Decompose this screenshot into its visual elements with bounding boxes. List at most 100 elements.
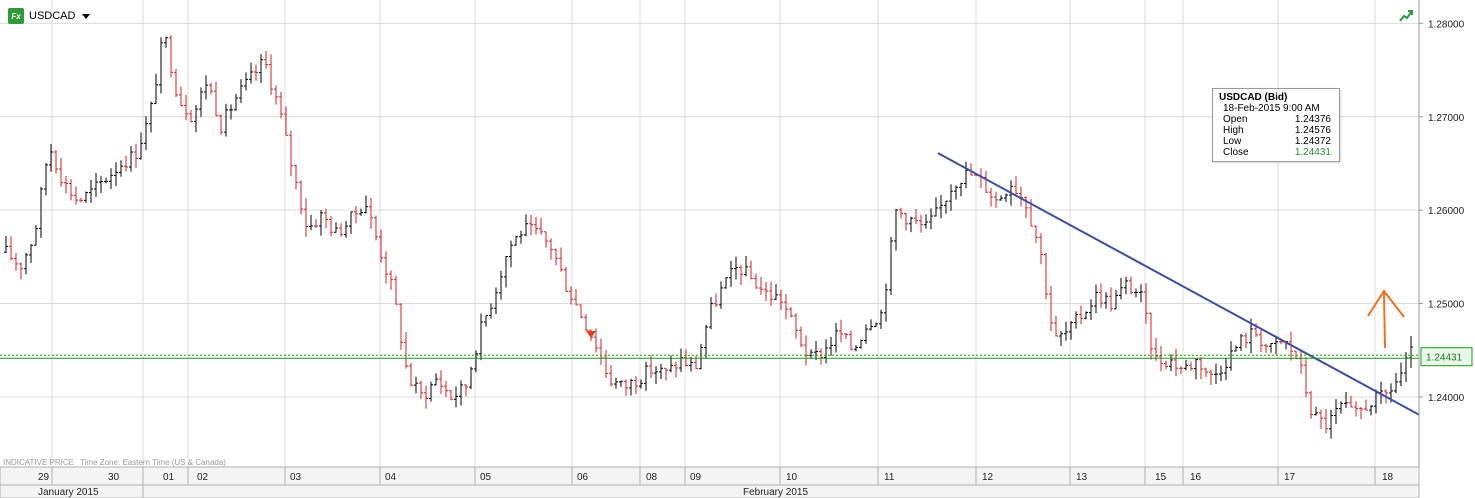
ohlc-bar — [934, 197, 938, 217]
ohlc-bar — [1319, 409, 1323, 429]
ohlc-bar — [269, 54, 273, 95]
ohlc-bar — [569, 286, 573, 305]
ohlc-bar — [559, 247, 563, 272]
ohlc-bar — [649, 355, 653, 379]
ohlc-bar — [774, 284, 778, 301]
ohlc-bar — [1184, 359, 1188, 371]
ohlc-bar — [299, 180, 303, 215]
ohlc-bar — [899, 207, 903, 219]
ohlc-bar — [384, 251, 388, 284]
y-tick-label: 1.25000 — [1428, 300, 1465, 311]
ohlc-bar — [474, 350, 478, 373]
ohlc-bar — [199, 87, 203, 117]
ohlc-bars — [4, 35, 1413, 439]
tooltip-date: 18-Feb-2015 9:00 AM — [1223, 103, 1320, 114]
x-tick-label: 16 — [1190, 472, 1202, 483]
ohlc-bar — [229, 104, 233, 120]
ohlc-bar — [1369, 405, 1373, 416]
ohlc-bar — [954, 185, 958, 200]
ohlc-bar — [714, 293, 718, 307]
ohlc-bar — [1329, 409, 1333, 439]
ohlc-bar — [1034, 225, 1038, 244]
y-tick-label: 1.24000 — [1428, 393, 1465, 404]
ohlc-bar — [1264, 343, 1268, 353]
ohlc-bar — [369, 197, 373, 229]
ohlc-bar — [919, 214, 923, 233]
x-tick-label: 29 — [38, 472, 50, 483]
ohlc-bar — [454, 386, 458, 408]
ohlc-bar — [844, 333, 848, 340]
ohlc-bar — [234, 93, 238, 111]
ohlc-bar — [9, 236, 13, 261]
ohlc-bar — [74, 186, 78, 205]
ohlc-bar — [254, 64, 258, 81]
ohlc-bar — [799, 326, 803, 348]
event-marker-icon[interactable] — [586, 331, 596, 338]
trend-up-icon[interactable] — [1398, 8, 1414, 24]
x-tick-label: 11 — [884, 472, 895, 483]
ohlc-bar — [1089, 299, 1093, 320]
ohlc-bar — [529, 214, 533, 236]
ohlc-bar — [839, 319, 843, 343]
ohlc-tooltip: USDCAD (Bid) 18-Feb-2015 9:00 AM Open 1.… — [1212, 88, 1340, 162]
ohlc-bar — [84, 191, 88, 203]
ohlc-bar — [1154, 337, 1158, 361]
tooltip-value: 1.24431 — [1294, 147, 1331, 158]
ohlc-bar — [534, 216, 538, 235]
chevron-down-icon[interactable] — [82, 13, 91, 19]
ohlc-bar — [124, 155, 128, 172]
ohlc-bar — [574, 289, 578, 306]
x-tick-label: 03 — [290, 472, 302, 483]
x-tick-label: 06 — [577, 472, 589, 483]
ohlc-bar — [549, 238, 553, 260]
ohlc-bar — [564, 266, 568, 292]
ohlc-bar — [779, 289, 783, 311]
x-tick-label: 01 — [163, 472, 175, 483]
ohlc-bar — [719, 281, 723, 309]
ohlc-bar — [444, 380, 448, 397]
ohlc-bar — [354, 206, 358, 224]
ohlc-bar — [994, 191, 998, 208]
ohlc-bar — [419, 380, 423, 399]
ohlc-bar — [1064, 321, 1068, 341]
ohlc-bar — [764, 282, 768, 302]
ohlc-bar — [1149, 312, 1153, 360]
ohlc-bar — [34, 225, 38, 246]
ohlc-bar — [819, 348, 823, 365]
ohlc-bar — [709, 297, 713, 330]
ohlc-bar — [789, 307, 793, 318]
month-label: January 2015 — [38, 487, 99, 498]
ohlc-bar — [624, 379, 628, 397]
ohlc-bar — [1234, 345, 1238, 352]
y-tick-label: 1.27000 — [1428, 113, 1465, 124]
ohlc-bar — [829, 336, 833, 356]
ohlc-bar — [434, 373, 438, 386]
ohlc-bar — [634, 375, 638, 394]
ohlc-bar — [324, 208, 328, 229]
ohlc-bar — [304, 198, 308, 237]
ohlc-bar — [394, 275, 398, 305]
ohlc-bar — [489, 303, 493, 319]
ohlc-bar — [134, 143, 138, 168]
ohlc-bar — [1004, 193, 1008, 203]
chart-header[interactable]: Fx USDCAD — [8, 8, 91, 24]
ohlc-bar — [204, 75, 208, 100]
tooltip-value: 1.24576 — [1294, 125, 1331, 136]
ohlc-bar — [94, 172, 98, 197]
ohlc-bar — [914, 209, 918, 225]
ohlc-bar — [24, 252, 28, 275]
ohlc-bar — [274, 85, 278, 105]
ohlc-bar — [1214, 363, 1218, 385]
ohlc-bar — [359, 208, 363, 216]
ohlc-bar — [859, 339, 863, 349]
ohlc-bar — [594, 328, 598, 353]
ohlc-bar — [939, 194, 943, 219]
ohlc-bar — [209, 82, 213, 95]
up-arrow-annotation — [1367, 289, 1405, 349]
ohlc-bar — [1174, 348, 1178, 377]
symbol-label[interactable]: USDCAD — [29, 10, 76, 22]
ohlc-bar — [909, 216, 913, 233]
